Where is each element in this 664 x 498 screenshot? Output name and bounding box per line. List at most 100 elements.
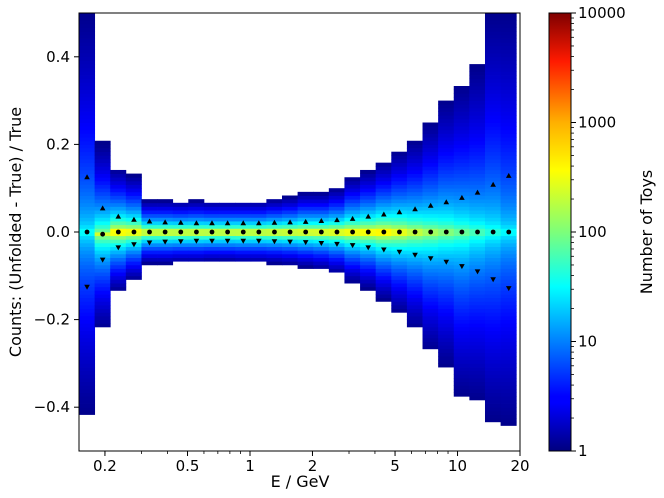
heatmap-cell xyxy=(203,246,220,251)
heatmap-cell xyxy=(250,257,267,262)
heatmap-cell xyxy=(500,60,517,65)
heatmap-cell xyxy=(203,235,220,240)
heatmap-cell xyxy=(500,224,517,229)
heatmap-cell xyxy=(79,199,96,204)
heatmap-cell xyxy=(313,191,330,196)
heatmap-cell xyxy=(344,239,361,244)
heatmap-cell xyxy=(469,221,486,226)
heatmap-cell xyxy=(281,202,299,207)
heatmap-cell xyxy=(484,374,501,379)
heatmap-cell xyxy=(219,242,236,247)
heatmap-cell xyxy=(94,312,111,317)
heatmap-cell xyxy=(500,89,517,94)
heatmap-cell xyxy=(110,242,127,247)
heatmap-cell xyxy=(281,206,299,211)
lower-quantile-marker xyxy=(505,286,512,292)
heatmap-cell xyxy=(484,31,501,36)
heatmap-cell xyxy=(500,126,517,131)
heatmap-cell xyxy=(438,275,455,280)
heatmap-cell xyxy=(391,272,408,277)
heatmap-cell xyxy=(484,38,501,43)
heatmap-cell xyxy=(79,392,96,397)
heatmap-cell xyxy=(360,184,377,189)
heatmap-cell xyxy=(250,213,267,218)
heatmap-cell xyxy=(453,250,470,255)
heatmap-cell xyxy=(406,323,423,328)
heatmap-cell xyxy=(313,213,330,218)
heatmap-cell xyxy=(391,235,408,240)
heatmap-cell xyxy=(484,319,501,324)
heatmap-cell xyxy=(484,239,501,244)
heatmap-cell xyxy=(235,224,252,229)
colorbar-tick-label: 10 xyxy=(578,333,597,351)
heatmap-cell xyxy=(500,341,517,346)
heatmap-cell xyxy=(266,206,283,211)
heatmap-cell xyxy=(484,348,501,353)
heatmap-cell xyxy=(469,319,486,324)
heatmap-cell xyxy=(188,213,205,218)
heatmap-cell xyxy=(406,184,423,189)
median-point xyxy=(287,229,293,235)
heatmap-cell xyxy=(422,122,439,127)
heatmap-cell xyxy=(453,323,470,328)
heatmap-cell xyxy=(469,392,486,397)
heatmap-cell xyxy=(391,253,408,258)
heatmap-cell xyxy=(79,20,96,25)
heatmap-cell xyxy=(375,221,392,226)
heatmap-cell xyxy=(281,224,299,229)
heatmap-cell xyxy=(235,202,252,207)
median-point xyxy=(443,229,449,235)
heatmap-cell xyxy=(469,264,486,269)
heatmap-cell xyxy=(188,246,205,251)
heatmap-cell xyxy=(188,242,205,247)
median-point xyxy=(84,229,90,235)
heatmap-cell xyxy=(484,378,501,383)
heatmap-cell xyxy=(453,173,470,178)
heatmap-cell xyxy=(94,283,111,288)
heatmap-cell xyxy=(469,78,486,83)
heatmap-cell xyxy=(360,286,377,291)
heatmap-cell xyxy=(344,246,361,251)
heatmap-cell xyxy=(500,151,517,156)
heatmap-cell xyxy=(219,202,236,207)
heatmap-cell xyxy=(500,71,517,76)
heatmap-cell xyxy=(281,199,299,204)
heatmap-cell xyxy=(110,283,127,288)
heatmap-cell xyxy=(313,264,330,269)
heatmap-cell xyxy=(500,337,517,342)
heatmap-cell xyxy=(438,235,455,240)
heatmap-cell xyxy=(79,235,96,240)
heatmap-cell xyxy=(391,159,408,164)
heatmap-cell xyxy=(328,261,345,266)
heatmap-cell xyxy=(94,301,111,306)
heatmap-cell xyxy=(453,315,470,320)
heatmap-cell xyxy=(500,217,517,222)
heatmap-cell xyxy=(360,206,377,211)
heatmap-cell xyxy=(438,242,455,247)
median-point xyxy=(350,229,355,235)
heatmap-cell xyxy=(453,100,470,105)
heatmap-cell xyxy=(79,82,96,87)
heatmap-cell xyxy=(391,213,408,218)
heatmap-cell xyxy=(422,133,439,138)
heatmap-cell xyxy=(469,388,486,393)
heatmap-cell xyxy=(453,202,470,207)
heatmap-cell xyxy=(391,290,408,295)
heatmap-cell xyxy=(297,191,314,196)
heatmap-cell xyxy=(157,261,174,266)
heatmap-cell xyxy=(484,82,501,87)
heatmap-cell xyxy=(469,356,486,361)
heatmap-cell xyxy=(125,275,142,280)
heatmap-cell xyxy=(484,418,501,423)
upper-quantile-marker xyxy=(318,218,325,224)
heatmap-cell xyxy=(453,334,470,339)
heatmap-cell xyxy=(438,159,455,164)
heatmap-cell xyxy=(313,210,330,215)
heatmap-cell xyxy=(484,334,501,339)
heatmap-cell xyxy=(266,210,283,215)
heatmap-cell xyxy=(125,173,142,178)
heatmap-cell xyxy=(203,253,220,258)
heatmap-cell xyxy=(79,86,96,91)
heatmap-cell xyxy=(188,235,205,240)
heatmap-cell xyxy=(406,301,423,306)
